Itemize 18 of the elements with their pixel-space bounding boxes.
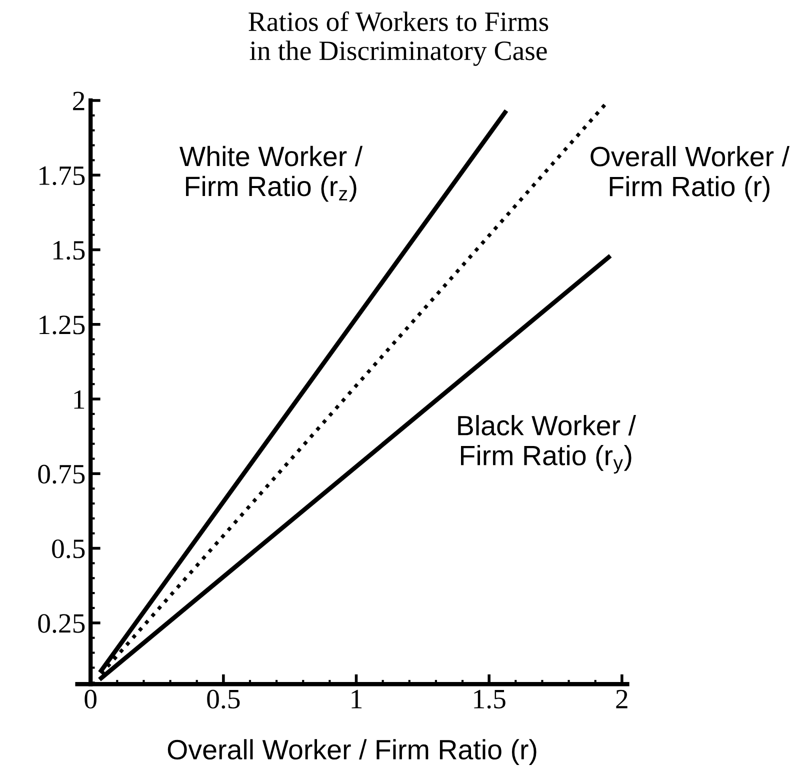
annotation: Overall Worker / Firm Ratio (r) xyxy=(590,146,790,202)
y-tick-label: 1.5 xyxy=(53,241,85,260)
y-tick-label: 0.25 xyxy=(38,614,85,633)
x-tick-label: 2 xyxy=(616,690,628,708)
y-tick-label: 1.25 xyxy=(40,316,85,334)
x-tick-label: 0 xyxy=(84,690,96,709)
y-tick-label: 0.75 xyxy=(38,464,85,484)
x-tick-label: 1 xyxy=(352,690,362,708)
y-tick-label: 0.5 xyxy=(52,539,85,558)
y-tick-label: 1 xyxy=(74,390,84,409)
x-tick-label: 0.5 xyxy=(207,690,240,709)
x-axis-title: Overall Worker / Firm Ratio (r) xyxy=(168,739,536,766)
annotation: White Worker / Firm Ratio (r$_{z}$) xyxy=(180,146,363,202)
y-tick-label: 1.75 xyxy=(40,166,85,186)
x-tick-label: 1.5 xyxy=(474,690,506,709)
chart-title: Ratios of Workers to Firms in the Discriminatory Case xyxy=(248,11,548,66)
y-tick-label: 2 xyxy=(73,92,84,110)
annotation: Black Worker / Firm Ratio (r$_{y}$) xyxy=(458,415,636,474)
